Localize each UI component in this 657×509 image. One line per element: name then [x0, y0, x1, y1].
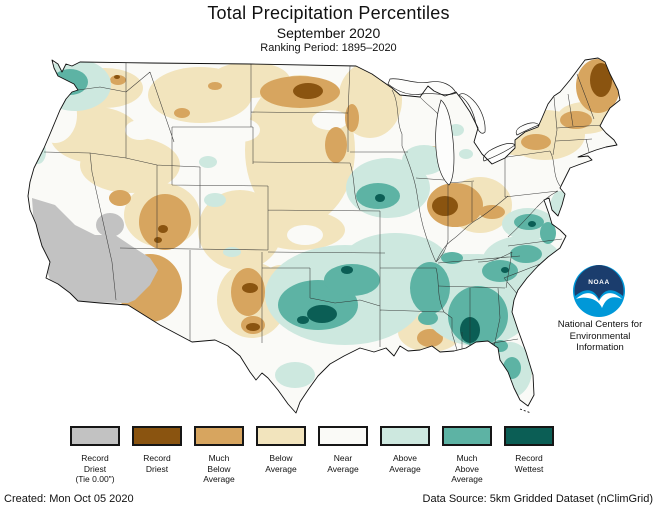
legend-label: Much Below Average: [203, 453, 235, 484]
legend-item-record-driest: Record Driest: [126, 426, 188, 485]
legend-label: Above Average: [389, 453, 421, 474]
legend-swatch-near-average: [318, 426, 368, 446]
legend-swatch-above-average: [380, 426, 430, 446]
legend-label: Much Above Average: [451, 453, 483, 484]
legend-item-much-below-average: Much Below Average: [188, 426, 250, 485]
legend-item-below-average: Below Average: [250, 426, 312, 485]
noaa-logo-text: NOAA: [588, 279, 610, 286]
state-boundaries: [43, 62, 603, 351]
map-layer-much-above-average: [52, 69, 556, 379]
legend-label: Near Average: [327, 453, 359, 474]
ncei-wordmark: National Centers for Environmental Infor…: [557, 319, 643, 353]
created-date: Created: Mon Oct 05 2020: [4, 493, 134, 505]
legend-swatch-record-driest: [132, 426, 182, 446]
legend-swatch-below-average: [256, 426, 306, 446]
noaa-logo: NOAA: [573, 265, 625, 317]
legend-item-above-average: Above Average: [374, 426, 436, 485]
legend-label: Record Wettest: [514, 453, 544, 474]
legend-item-near-average: Near Average: [312, 426, 374, 485]
legend-label: Record Driest: [143, 453, 171, 474]
map-layer-record-driest-tie: [32, 198, 158, 303]
legend-swatch-record-wettest: [504, 426, 554, 446]
legend-swatch-much-above-average: [442, 426, 492, 446]
map-layer-record-driest: [114, 63, 612, 331]
noaa-seagull-icon: [576, 293, 622, 308]
florida-keys: [519, 408, 532, 414]
legend-label: Below Average: [265, 453, 297, 474]
noaa-logo-sky: [574, 265, 624, 299]
ranking-period: Ranking Period: 1895–2020: [260, 42, 397, 54]
legend-label: Record Driest (Tie 0.00"): [75, 453, 115, 484]
legend-item-record-driest-tie: Record Driest (Tie 0.00"): [64, 426, 126, 485]
page-subtitle: September 2020: [276, 25, 381, 41]
data-source: Data Source: 5km Gridded Dataset (nClimG…: [422, 493, 653, 505]
legend: Record Driest (Tie 0.00") Record Driest …: [64, 426, 560, 485]
legend-swatch-record-driest-tie: [70, 426, 120, 446]
legend-item-much-above-average: Much Above Average: [436, 426, 498, 485]
conus-outline: [27, 57, 621, 414]
legend-item-record-wettest: Record Wettest: [498, 426, 560, 485]
legend-swatch-much-below-average: [194, 426, 244, 446]
page-title: Total Precipitation Percentiles: [207, 3, 450, 23]
